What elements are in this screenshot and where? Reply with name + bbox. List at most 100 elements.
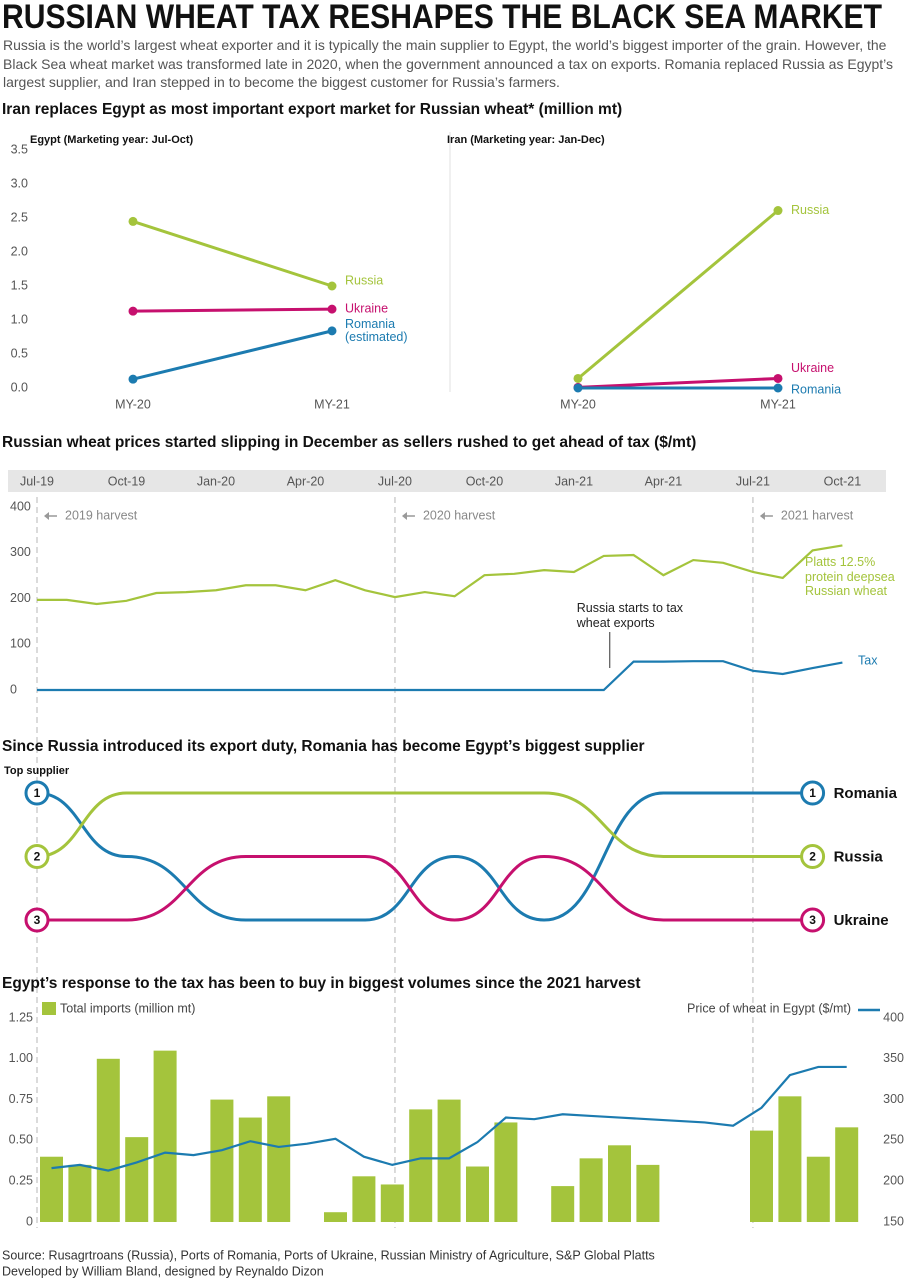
series-label: Ukraine bbox=[834, 912, 889, 929]
data-point bbox=[573, 383, 583, 393]
chart-title: Since Russia introduced its export duty,… bbox=[2, 738, 645, 755]
rank-label: 1 bbox=[34, 786, 41, 800]
y-tick-label: 2.0 bbox=[11, 244, 28, 258]
y-tick-label: 0.5 bbox=[11, 346, 28, 360]
series-label: Romania bbox=[834, 785, 898, 802]
data-point bbox=[128, 374, 138, 384]
bar bbox=[835, 1127, 859, 1222]
series-line bbox=[577, 209, 779, 380]
rank-marker bbox=[800, 844, 826, 869]
series-line bbox=[132, 219, 333, 288]
y-tick-label: 300 bbox=[10, 545, 31, 559]
x-tick-label: Oct-21 bbox=[824, 474, 862, 488]
bar bbox=[210, 1099, 234, 1222]
bar bbox=[494, 1122, 518, 1222]
bar bbox=[466, 1166, 489, 1222]
series-line bbox=[132, 307, 333, 313]
bar bbox=[551, 1186, 575, 1222]
bar bbox=[40, 1156, 63, 1222]
data-point bbox=[327, 281, 337, 291]
rank-marker bbox=[24, 780, 50, 806]
rank-marker bbox=[24, 907, 50, 933]
y-tick-label: 1.5 bbox=[11, 278, 28, 292]
x-tick-label: Jul-19 bbox=[20, 474, 54, 488]
bar bbox=[153, 1050, 177, 1222]
legend-label: Total imports (million mt) bbox=[60, 1001, 195, 1015]
x-tick-label: MY-21 bbox=[760, 397, 796, 411]
rank-label: 3 bbox=[809, 913, 816, 927]
y-tick-label: 0.50 bbox=[9, 1133, 33, 1147]
rank-label: 3 bbox=[34, 913, 41, 927]
rank-line bbox=[36, 791, 813, 859]
bar bbox=[579, 1158, 603, 1222]
x-tick-label: Oct-20 bbox=[466, 474, 504, 488]
bar bbox=[380, 1184, 404, 1222]
series-line bbox=[132, 329, 333, 381]
bar bbox=[352, 1176, 376, 1222]
legend-label: Price of wheat in Egypt ($/mt) bbox=[687, 1001, 851, 1015]
date-band bbox=[8, 470, 886, 492]
y-tick-label: 100 bbox=[10, 637, 31, 651]
bar bbox=[778, 1096, 802, 1222]
y-tick-label: 3.5 bbox=[11, 142, 28, 156]
bar bbox=[267, 1096, 291, 1222]
data-point bbox=[128, 216, 138, 226]
y2-tick-label: 150 bbox=[883, 1214, 904, 1228]
y-tick-label: 2.5 bbox=[11, 210, 28, 224]
y2-tick-label: 250 bbox=[883, 1133, 904, 1147]
x-tick-label: Jul-20 bbox=[378, 474, 412, 488]
x-tick-label: Jan-20 bbox=[197, 474, 235, 488]
legend-swatch bbox=[42, 1002, 56, 1015]
rank-marker bbox=[24, 844, 50, 869]
page-title: RUSSIAN WHEAT TAX RESHAPES THE BLACK SEA… bbox=[2, 0, 882, 36]
series-label: Russia bbox=[345, 273, 383, 287]
series-line bbox=[37, 544, 843, 606]
series-label: Tax bbox=[858, 653, 878, 667]
y-tick-label: 0.25 bbox=[9, 1173, 33, 1187]
chart-title: Russian wheat prices started slipping in… bbox=[2, 434, 696, 451]
rank-label: 2 bbox=[809, 850, 816, 864]
data-point bbox=[128, 306, 138, 316]
harvest-label: 2021 harvest bbox=[781, 508, 854, 522]
harvest-label: 2020 harvest bbox=[423, 508, 496, 522]
series-label: Ukraine bbox=[345, 301, 388, 315]
series-label: Russia bbox=[791, 203, 829, 217]
harvest-arrowhead bbox=[401, 512, 407, 520]
data-point bbox=[773, 373, 783, 383]
y-tick-label: 0 bbox=[10, 682, 17, 696]
harvest-arrowhead bbox=[759, 512, 765, 520]
harvest-arrowhead bbox=[44, 512, 49, 520]
y2-tick-label: 300 bbox=[883, 1092, 904, 1106]
credit: Developed by William Bland, designed by … bbox=[2, 1264, 324, 1278]
x-tick-label: MY-20 bbox=[560, 397, 596, 411]
series-label: Platts 12.5% protein deepsea Russian whe… bbox=[805, 555, 895, 598]
panel-title: Egypt (Marketing year: Jul-Oct) bbox=[30, 134, 194, 146]
data-point bbox=[327, 304, 337, 314]
y-tick-label: 0 bbox=[26, 1214, 33, 1228]
chart-title: Iran replaces Egypt as most important ex… bbox=[2, 101, 622, 118]
y-tick-label: 1.25 bbox=[9, 1010, 33, 1024]
y2-tick-label: 200 bbox=[883, 1173, 904, 1187]
rank-label: 1 bbox=[809, 786, 816, 800]
bar bbox=[238, 1117, 262, 1222]
bar bbox=[96, 1058, 120, 1222]
rank-line bbox=[36, 854, 813, 922]
x-tick-label: Apr-20 bbox=[287, 474, 325, 488]
subtitle: Russia is the world’s largest wheat expo… bbox=[3, 37, 894, 90]
data-point bbox=[773, 383, 783, 393]
harvest-label: 2019 harvest bbox=[65, 508, 138, 522]
x-tick-label: Apr-21 bbox=[645, 474, 683, 488]
bar bbox=[750, 1130, 773, 1222]
source: Source: Rusagrtroans (Russia), Ports of … bbox=[2, 1248, 655, 1262]
x-tick-label: MY-21 bbox=[314, 397, 350, 411]
panel-title: Iran (Marketing year: Jan-Dec) bbox=[447, 134, 605, 146]
y2-tick-label: 400 bbox=[883, 1010, 904, 1024]
x-tick-label: Jan-21 bbox=[555, 474, 593, 488]
x-tick-label: Oct-19 bbox=[108, 474, 146, 488]
y-tick-label: 0.0 bbox=[11, 380, 28, 394]
bar bbox=[324, 1212, 347, 1222]
data-point bbox=[773, 206, 783, 216]
rank-marker bbox=[800, 780, 826, 806]
bar bbox=[636, 1164, 660, 1222]
